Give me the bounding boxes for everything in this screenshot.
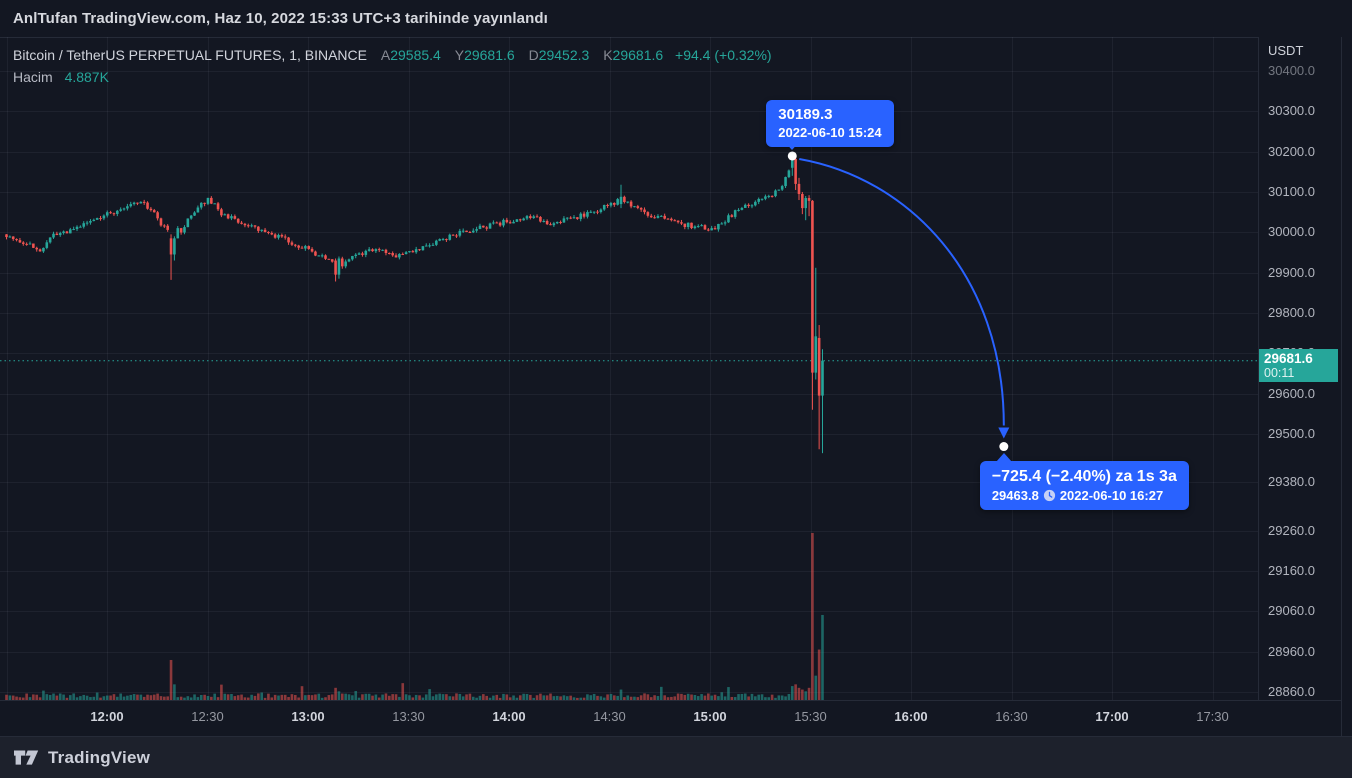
price-axis-label: 29900.0 bbox=[1268, 264, 1315, 280]
footer-bar: TradingView bbox=[0, 737, 1352, 778]
trend-arrow-head bbox=[998, 427, 1010, 439]
symbol-title: Bitcoin / TetherUS PERPETUAL FUTURES, 1,… bbox=[13, 47, 367, 63]
publish-bar: AnlTufan TradingView.com, Haz 10, 2022 1… bbox=[0, 0, 1352, 37]
footer-border bbox=[0, 736, 1352, 737]
price-axis-label: 29500.0 bbox=[1268, 425, 1315, 441]
high-value: 29681.6 bbox=[464, 47, 515, 63]
right-edge-border bbox=[1341, 37, 1342, 736]
price-axis-label: 30300.0 bbox=[1268, 103, 1315, 119]
drop-callout-pointer bbox=[995, 452, 1012, 462]
price-axis-label: 30100.0 bbox=[1268, 183, 1315, 199]
drop-change-text: −725.4 (−2.40%) za 1s 3a bbox=[991, 467, 1177, 485]
peak-price-callout[interactable]: 30189.3 2022-06-10 15:24 bbox=[766, 99, 894, 147]
time-axis-label: 16:00 bbox=[894, 709, 928, 724]
drop-datetime-text: 2022-06-10 16:27 bbox=[1059, 487, 1164, 503]
time-axis-label: 12:30 bbox=[191, 709, 224, 724]
time-axis-border bbox=[0, 700, 1341, 701]
current-price-badge: 29681.6 00:11 bbox=[1259, 348, 1338, 382]
close-value: 29681.6 bbox=[612, 47, 664, 63]
high-label: Y bbox=[454, 47, 465, 63]
price-axis-border bbox=[1258, 37, 1259, 700]
publish-text: AnlTufan TradingView.com, Haz 10, 2022 1… bbox=[13, 10, 548, 27]
price-axis-label: 28960.0 bbox=[1268, 643, 1315, 659]
price-axis-label: 29600.0 bbox=[1268, 385, 1315, 401]
drop-anchor-dot bbox=[999, 442, 1009, 452]
time-axis-label: 15:30 bbox=[794, 709, 827, 724]
drop-price-text: 29463.8 bbox=[991, 487, 1039, 503]
price-axis-label: 30200.0 bbox=[1268, 143, 1315, 159]
low-value: 29452.3 bbox=[538, 47, 590, 63]
close-label: K bbox=[603, 47, 613, 63]
time-axis-label: 12:00 bbox=[90, 709, 124, 724]
time-axis-label: 13:30 bbox=[392, 709, 425, 724]
time-axis[interactable]: 12:00 12:30 13:00 13:30 14:00 14:30 15:00 15:30… bbox=[0, 709, 1341, 736]
tradingview-brand-text[interactable]: TradingView bbox=[48, 747, 151, 767]
price-axis-label: 29060.0 bbox=[1268, 603, 1315, 619]
symbol-legend: Bitcoin / TetherUS PERPETUAL FUTURES, 1,… bbox=[13, 44, 772, 66]
price-axis[interactable]: 30400.0 30300.0 30200.0 30100.0 30000.0 29900… bbox=[1268, 0, 1352, 736]
volume-legend: Hacim 4.887K bbox=[13, 66, 109, 88]
volume-layer bbox=[5, 532, 824, 700]
drop-measure-callout[interactable]: −725.4 (−2.40%) za 1s 3a 29463.8 2022-06… bbox=[979, 460, 1189, 510]
time-axis-label: 17:00 bbox=[1095, 709, 1129, 724]
time-axis-label: 16:30 bbox=[995, 709, 1028, 724]
bar-countdown: 00:11 bbox=[1264, 365, 1295, 380]
clock-icon bbox=[1043, 489, 1056, 502]
grid-layer bbox=[0, 37, 1258, 700]
chart-top-border bbox=[0, 37, 1258, 38]
time-axis-label: 17:30 bbox=[1196, 709, 1229, 724]
time-axis-label: 14:30 bbox=[593, 709, 626, 724]
price-axis-label: 29260.0 bbox=[1268, 522, 1315, 538]
time-axis-label: 15:00 bbox=[693, 709, 727, 724]
time-axis-label: 14:00 bbox=[492, 709, 526, 724]
low-label: D bbox=[528, 47, 539, 63]
price-axis-label: 29380.0 bbox=[1268, 474, 1315, 490]
change-value: +94.4 (+0.32%) bbox=[675, 47, 772, 63]
price-axis-label: 30400.0 bbox=[1268, 63, 1315, 78]
trend-arrow-curve bbox=[799, 157, 1005, 426]
candles-layer bbox=[5, 155, 824, 454]
peak-callout-pointer bbox=[784, 140, 801, 150]
peak-anchor-dot bbox=[787, 151, 797, 161]
open-value: 29585.4 bbox=[390, 47, 441, 63]
volume-label: Hacim bbox=[13, 69, 53, 85]
price-axis-currency: USDT bbox=[1268, 43, 1304, 58]
price-axis-label: 29800.0 bbox=[1268, 304, 1315, 320]
price-axis-label: 30000.0 bbox=[1268, 224, 1315, 240]
peak-price-text: 30189.3 bbox=[778, 105, 833, 123]
peak-datetime-text: 2022-06-10 15:24 bbox=[778, 124, 882, 140]
time-axis-label: 13:00 bbox=[291, 709, 325, 724]
volume-value: 4.887K bbox=[64, 69, 109, 85]
price-axis-label: 28860.0 bbox=[1268, 684, 1315, 699]
open-label: A bbox=[380, 47, 391, 63]
current-price: 29681.6 bbox=[1264, 350, 1313, 366]
price-axis-label: 29160.0 bbox=[1268, 563, 1315, 579]
tradingview-logo-icon[interactable] bbox=[13, 748, 39, 767]
